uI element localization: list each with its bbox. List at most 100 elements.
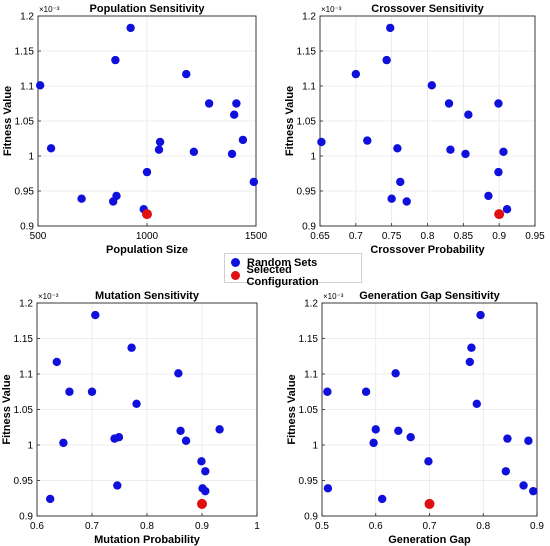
y-tick-label: 1.15 [14, 334, 34, 345]
y-axis-label: Fitness Value [1, 374, 13, 444]
data-point-random [155, 137, 165, 147]
data-point-random [114, 432, 124, 442]
data-point-random [201, 467, 210, 476]
x-axis-label: Crossover Probability [370, 244, 485, 256]
data-point-random [91, 310, 100, 320]
y-exponent-label: ×10⁻³ [323, 292, 344, 301]
y-exponent-label: ×10⁻³ [321, 5, 342, 14]
x-axis-label: Generation Gap [388, 534, 471, 546]
data-point-random [189, 147, 199, 156]
data-point-random [181, 436, 191, 445]
y-tick-label: 0.95 [299, 476, 319, 487]
data-point-random [378, 494, 387, 504]
y-tick-label: 1 [28, 152, 34, 163]
data-point-random [77, 194, 86, 203]
y-tick-label: 1.15 [297, 47, 317, 58]
data-point-random [391, 369, 400, 378]
data-point-random [126, 23, 135, 33]
data-point-random [227, 149, 237, 159]
y-tick-label: 1.1 [20, 82, 34, 93]
x-tick-label: 1500 [245, 231, 268, 242]
x-tick-label: 0.65 [310, 231, 330, 242]
y-exponent-label: ×10⁻³ [38, 292, 59, 301]
y-axis-label: Fitness Value [286, 374, 298, 444]
data-point-random [427, 81, 436, 90]
x-tick-label: 0.7 [85, 521, 99, 532]
data-point-random [363, 136, 372, 145]
data-point-random [406, 432, 415, 442]
data-point-random [174, 369, 183, 378]
data-point-random [132, 399, 141, 409]
y-tick-label: 0.9 [304, 512, 318, 523]
data-point-random [65, 387, 74, 396]
data-point-random [59, 438, 68, 448]
x-tick-label: 1000 [136, 231, 159, 242]
chart-title: Generation Gap Sensitivity [359, 290, 500, 302]
y-tick-label: 1.05 [15, 117, 35, 128]
chart-title: Crossover Sensitivity [371, 3, 484, 15]
x-tick-label: 0.85 [454, 231, 474, 242]
y-tick-label: 1.15 [299, 334, 319, 345]
y-tick-label: 0.95 [297, 187, 317, 198]
x-tick-label: 0.8 [476, 521, 490, 532]
chart-title: Mutation Sensitivity [95, 290, 200, 302]
data-point-random [424, 457, 433, 466]
data-point-random [467, 343, 476, 352]
data-point-random [524, 436, 533, 445]
legend-marker-random [231, 258, 240, 267]
x-tick-label: 0.9 [530, 521, 544, 532]
x-tick-label: 0.5 [315, 521, 329, 532]
data-point-random [46, 144, 56, 153]
y-tick-label: 1.05 [14, 405, 34, 416]
data-point-random [232, 99, 241, 108]
y-tick-label: 1.2 [304, 299, 318, 310]
x-tick-label: 0.75 [382, 231, 402, 242]
data-point-random [393, 144, 402, 153]
legend-item-random: Random Sets [231, 256, 317, 269]
data-point-random [113, 481, 122, 490]
chart-panel-3: 0.6 0.7 0.8 0.9 1 0.9 0.95 1 1.05 1.1 1.15 1.2 ×10⁻³… [1, 290, 260, 546]
data-point-random [249, 177, 259, 187]
data-point-random [323, 484, 333, 493]
data-point-selected [142, 209, 152, 220]
y-tick-label: 1.1 [304, 370, 318, 381]
y-tick-label: 0.9 [19, 512, 33, 523]
x-tick-label: 0.6 [369, 521, 383, 532]
data-point-random [323, 387, 332, 396]
y-tick-label: 1.15 [15, 47, 35, 58]
chart-title: Population Sensitivity [90, 3, 206, 15]
data-point-random [394, 426, 403, 435]
y-axis-label: Fitness Value [2, 86, 14, 156]
data-point-random [499, 147, 508, 156]
chart-panel-2: 0.65 0.7 0.75 0.8 0.85 0.9 0.95 0.9 0.95 1 1.05 1.1… [284, 3, 545, 256]
y-axis-label: Fitness Value [284, 86, 296, 156]
data-point-random [387, 194, 396, 203]
legend-label-selected: Selected Configuration [246, 263, 319, 288]
data-point-random [464, 110, 473, 119]
data-point-random [215, 425, 224, 434]
x-tick-label: 0.8 [140, 521, 154, 532]
data-point-random [519, 481, 528, 490]
data-point-selected [424, 498, 435, 509]
y-tick-label: 0.95 [15, 187, 35, 198]
data-point-selected [197, 498, 207, 509]
data-point-random [371, 425, 380, 434]
y-tick-label: 1.1 [302, 82, 316, 93]
data-point-random [529, 486, 538, 496]
x-tick-label: 0.95 [525, 231, 545, 242]
data-point-random [361, 387, 371, 396]
data-point-random [494, 167, 503, 177]
data-point-random [112, 191, 121, 201]
data-point-random [46, 494, 55, 504]
y-tick-label: 1.2 [302, 12, 316, 23]
data-point-random [52, 357, 61, 367]
x-tick-label: 0.7 [349, 231, 363, 242]
chart-panel-4: 0.5 0.6 0.7 0.8 0.9 0.9 0.95 1 1.05 1.1 1.15 1.2 ×10… [286, 290, 544, 546]
legend-item-selected: Selected Configuration [231, 264, 361, 288]
x-axis-label: Mutation Probability [94, 534, 201, 546]
x-tick-label: 500 [30, 231, 47, 242]
data-point-random [444, 99, 454, 108]
data-point-random [230, 110, 239, 119]
data-point-random [503, 434, 512, 443]
legend-label-random: Random Sets [247, 256, 318, 269]
